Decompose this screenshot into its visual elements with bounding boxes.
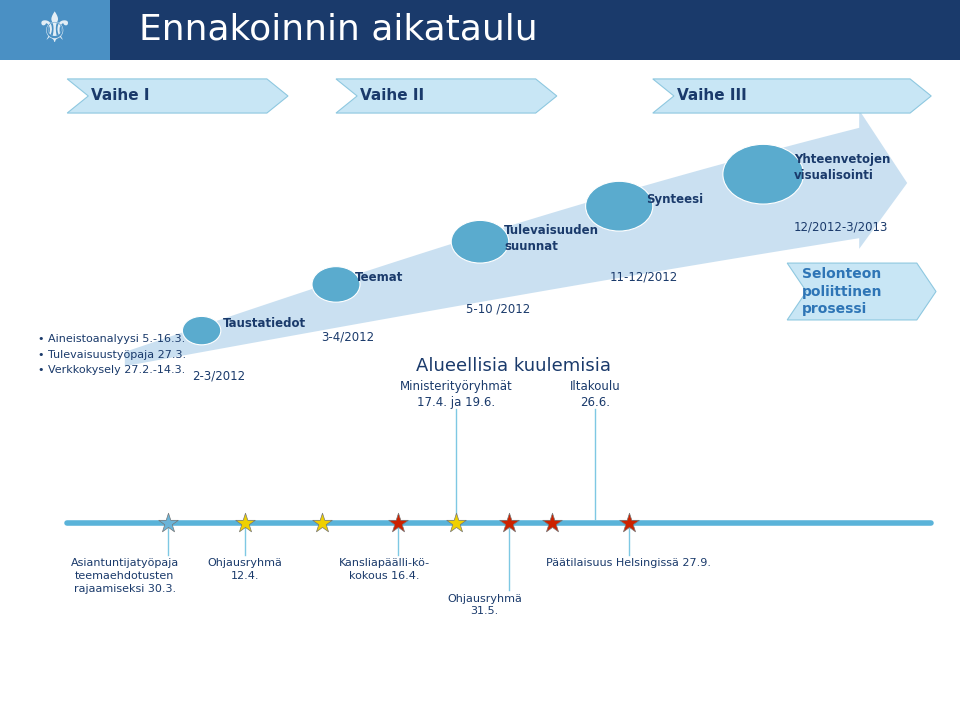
Text: ⚜: ⚜ bbox=[36, 9, 73, 51]
Text: Vaihe II: Vaihe II bbox=[360, 88, 424, 104]
Text: 11-12/2012: 11-12/2012 bbox=[610, 270, 678, 283]
Point bbox=[237, 517, 252, 528]
Text: 5-10 /2012: 5-10 /2012 bbox=[466, 302, 530, 315]
Polygon shape bbox=[653, 79, 931, 113]
Text: Asiantuntijatyöpaja
teemaehdotusten
rajaamiseksi 30.3.: Asiantuntijatyöpaja teemaehdotusten raja… bbox=[71, 558, 179, 594]
Circle shape bbox=[451, 220, 509, 263]
Text: • Aineistoanalyysi 5.-16.3.
• Tulevaisuustyöpaja 27.3.
• Verkkokysely 27.2.-14.3: • Aineistoanalyysi 5.-16.3. • Tulevaisuu… bbox=[38, 334, 186, 375]
Text: Vaihe III: Vaihe III bbox=[677, 88, 747, 104]
Point bbox=[314, 517, 329, 528]
Circle shape bbox=[312, 267, 360, 302]
Point bbox=[501, 517, 516, 528]
Polygon shape bbox=[336, 79, 557, 113]
Text: Yhteenvetojen
visualisointi: Yhteenvetojen visualisointi bbox=[794, 153, 890, 181]
Text: Ohjausryhmä
31.5.: Ohjausryhmä 31.5. bbox=[447, 594, 522, 616]
Text: Ennakoinnin aikataulu: Ennakoinnin aikataulu bbox=[139, 13, 538, 47]
Bar bbox=[0, 0, 110, 60]
Point bbox=[621, 517, 636, 528]
Point bbox=[391, 517, 406, 528]
Polygon shape bbox=[67, 79, 288, 113]
Circle shape bbox=[723, 144, 804, 204]
Point bbox=[544, 517, 560, 528]
Polygon shape bbox=[125, 110, 907, 366]
Text: Selonteon
poliittinen
prosessi: Selonteon poliittinen prosessi bbox=[802, 267, 882, 316]
Text: Ministerityöryhmät
17.4. ja 19.6.: Ministerityöryhmät 17.4. ja 19.6. bbox=[399, 380, 513, 409]
Point bbox=[160, 517, 176, 528]
Text: Päätilaisuus Helsingissä 27.9.: Päätilaisuus Helsingissä 27.9. bbox=[546, 558, 711, 568]
Text: Tulevaisuuden
suunnat: Tulevaisuuden suunnat bbox=[504, 224, 599, 252]
Text: 3-4/2012: 3-4/2012 bbox=[322, 331, 374, 343]
Text: Iltakoulu
26.6.: Iltakoulu 26.6. bbox=[570, 380, 620, 409]
Text: Teemat: Teemat bbox=[355, 271, 403, 284]
Text: Synteesi: Synteesi bbox=[646, 193, 704, 205]
Circle shape bbox=[586, 181, 653, 231]
Text: 2-3/2012: 2-3/2012 bbox=[192, 370, 245, 383]
Text: Kansliapäälli-kö-
kokous 16.4.: Kansliapäälli-kö- kokous 16.4. bbox=[339, 558, 429, 581]
Polygon shape bbox=[787, 263, 936, 320]
Text: Taustatiedot: Taustatiedot bbox=[223, 317, 306, 330]
Text: Ohjausryhmä
12.4.: Ohjausryhmä 12.4. bbox=[207, 558, 282, 581]
Text: Alueellisia kuulemisia: Alueellisia kuulemisia bbox=[416, 357, 612, 375]
Text: 12/2012-3/2013: 12/2012-3/2013 bbox=[794, 220, 888, 233]
Point bbox=[448, 517, 464, 528]
Text: Vaihe I: Vaihe I bbox=[91, 88, 150, 104]
Circle shape bbox=[182, 316, 221, 345]
Bar bbox=[110, 0, 960, 60]
